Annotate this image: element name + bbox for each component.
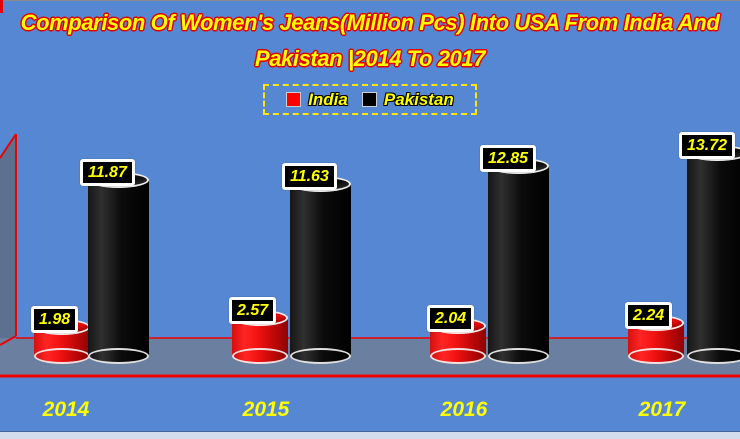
top-border-line	[0, 0, 740, 1]
year-label-2015: 2015	[242, 398, 290, 421]
cylinder-body	[88, 180, 149, 356]
legend-label-pakistan: Pakistan	[383, 89, 454, 109]
cylinder-bottom	[687, 347, 740, 364]
chart-title: Comparison Of Women's Jeans(Million Pcs)…	[0, 5, 740, 77]
data-label-india-2014: 1.98	[31, 305, 79, 333]
cylinder-body	[290, 183, 351, 356]
left-wall	[0, 134, 16, 338]
data-label-india-2016: 2.04	[427, 304, 475, 332]
wall-top-edge	[0, 133, 17, 159]
cylinder-bottom	[290, 347, 351, 364]
data-label-pakistan-2015: 11.63	[282, 162, 337, 190]
cylinder-bottom	[34, 347, 90, 364]
bottom-strip	[0, 431, 740, 439]
legend: India Pakistan	[263, 84, 477, 115]
cylinder-bottom	[430, 347, 486, 364]
bar-pakistan-2015	[290, 175, 351, 364]
legend-label-india: India	[308, 89, 348, 109]
legend-swatch-india-icon	[286, 92, 302, 107]
data-label-pakistan-2014: 11.87	[80, 159, 135, 187]
year-label-2017: 2017	[638, 398, 686, 421]
year-label-2016: 2016	[440, 398, 488, 421]
legend-item-india: India	[286, 90, 348, 110]
bar-pakistan-2014	[88, 172, 149, 364]
legend-item-pakistan: Pakistan	[361, 89, 454, 110]
chart-title-line-2: Pakistan |2014 To 2017	[254, 46, 486, 71]
chart-title-line-1: Comparison Of Women's Jeans(Million Pcs)…	[20, 10, 720, 35]
data-label-india-2017: 2.24	[625, 301, 673, 329]
cylinder-bottom	[628, 347, 684, 364]
cylinder-bottom	[88, 347, 149, 364]
cylinder-body	[687, 152, 740, 356]
corner-red-mark	[0, 0, 3, 13]
legend-swatch-pakistan-icon	[361, 92, 377, 107]
cylinder-body	[488, 165, 549, 356]
data-label-india-2015: 2.57	[229, 296, 277, 324]
bar-pakistan-2017	[687, 144, 740, 364]
cylinder-bottom	[232, 347, 288, 364]
cylinder-bottom	[488, 347, 549, 364]
year-label-2014: 2014	[42, 398, 90, 421]
data-label-pakistan-2017: 13.72	[679, 131, 736, 159]
wall-bottom-edge	[0, 335, 17, 346]
data-label-pakistan-2016: 12.85	[480, 144, 537, 172]
bar-pakistan-2016	[488, 157, 549, 364]
